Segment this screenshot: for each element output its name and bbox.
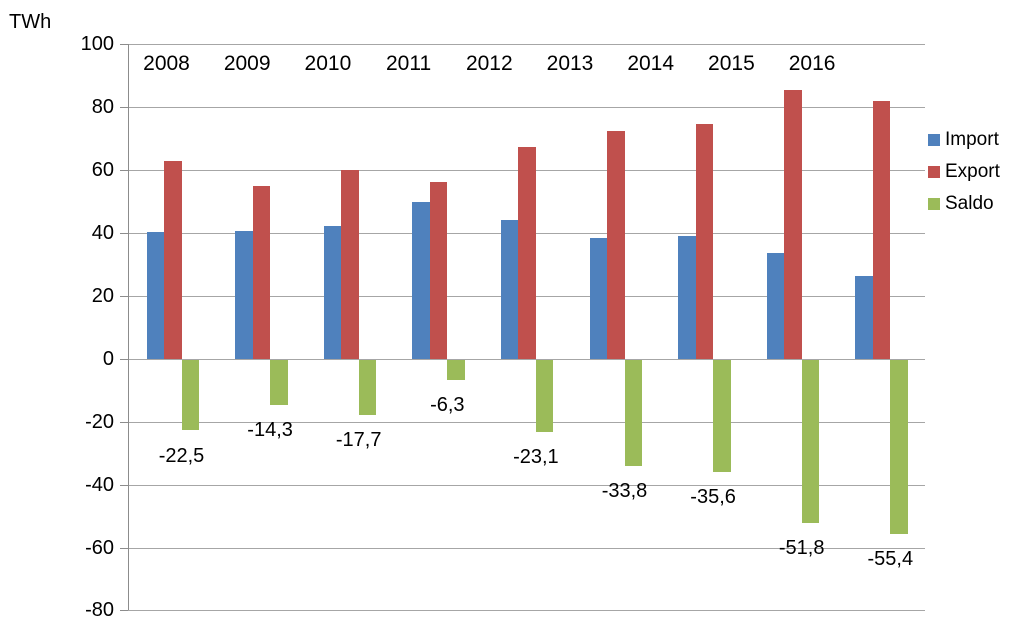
legend: Import Export Saldo — [928, 129, 1000, 226]
y-tick-label--20: -20 — [85, 410, 114, 433]
legend-swatch-import — [928, 134, 940, 146]
y-tick-mark-0 — [120, 358, 128, 360]
gridline-0 — [128, 358, 925, 360]
y-tick-mark-20 — [120, 295, 128, 297]
saldo-data-label-2016: -55,4 — [867, 548, 914, 571]
year-label-2008: 2008 — [143, 52, 190, 75]
bar-export-2008 — [164, 161, 182, 359]
y-tick-label--80: -80 — [85, 599, 114, 622]
y-tick-mark-80 — [120, 106, 128, 108]
bar-export-2014 — [695, 124, 714, 359]
bar-import-2015 — [766, 252, 785, 359]
bar-saldo-2011 — [447, 359, 465, 380]
year-label-2013: 2013 — [546, 52, 594, 75]
bar-import-2012 — [500, 219, 519, 359]
gridline--60 — [128, 547, 925, 549]
bar-import-2014 — [678, 236, 696, 359]
legend-label-export: Export — [945, 161, 1000, 182]
year-label-2012: 2012 — [465, 52, 513, 75]
gridline--80 — [128, 610, 925, 612]
y-tick-mark-60 — [120, 169, 128, 171]
gridline-80 — [128, 106, 925, 108]
legend-swatch-export — [928, 166, 940, 178]
bar-export-2013 — [607, 131, 625, 359]
legend-swatch-saldo — [928, 198, 940, 210]
y-axis-line — [128, 44, 129, 611]
gridline--40 — [128, 484, 925, 486]
bar-saldo-2014 — [713, 359, 731, 472]
y-tick-label-20: 20 — [91, 284, 114, 307]
bar-saldo-2015 — [801, 359, 820, 523]
legend-item-saldo: Saldo — [928, 193, 1000, 214]
bar-export-2010 — [341, 170, 359, 359]
bar-export-2016 — [872, 101, 891, 359]
saldo-data-label-2009: -14,3 — [247, 418, 293, 441]
bar-export-2015 — [784, 89, 802, 359]
y-tick-label-0: 0 — [102, 347, 114, 370]
y-tick-label-100: 100 — [80, 33, 114, 55]
saldo-data-label-2008: -22,5 — [158, 444, 205, 467]
bar-import-2010 — [323, 225, 342, 359]
year-label-2015: 2015 — [708, 52, 755, 75]
y-tick-mark-40 — [120, 232, 128, 234]
bar-import-2016 — [855, 275, 873, 359]
y-tick-mark--60 — [120, 547, 128, 549]
y-tick-mark--80 — [120, 610, 128, 612]
saldo-data-label-2013: -33,8 — [601, 480, 648, 503]
gridline-100 — [128, 44, 925, 45]
year-label-2014: 2014 — [627, 52, 675, 75]
bar-import-2008 — [146, 232, 164, 359]
bar-saldo-2008 — [181, 359, 199, 431]
bar-export-2009 — [252, 185, 271, 359]
y-tick-label-60: 60 — [91, 158, 114, 181]
y-tick-label-40: 40 — [91, 221, 114, 244]
saldo-data-label-2014: -35,6 — [690, 485, 736, 508]
y-tick-label--40: -40 — [85, 473, 114, 496]
year-label-2009: 2009 — [223, 52, 271, 75]
bar-saldo-2013 — [624, 359, 642, 467]
bar-import-2009 — [235, 230, 253, 359]
bar-import-2013 — [589, 237, 607, 359]
year-label-2011: 2011 — [386, 52, 432, 75]
saldo-data-label-2015: -51,8 — [778, 536, 825, 559]
y-tick-mark--20 — [120, 421, 128, 423]
legend-item-import: Import — [928, 129, 1000, 150]
gridline--20 — [128, 421, 925, 423]
y-tick-mark-100 — [120, 44, 128, 45]
year-label-2016: 2016 — [788, 52, 836, 75]
bar-saldo-2012 — [535, 359, 554, 433]
legend-label-saldo: Saldo — [945, 193, 994, 214]
saldo-data-label-2012: -23,1 — [513, 446, 559, 469]
legend-label-import: Import — [945, 129, 999, 150]
y-tick-mark--40 — [120, 484, 128, 486]
y-tick-label-80: 80 — [91, 95, 114, 118]
bar-import-2011 — [412, 202, 430, 359]
bar-saldo-2009 — [270, 359, 288, 405]
y-axis-unit-label: TWh — [9, 11, 52, 33]
bar-export-2012 — [518, 146, 536, 359]
bar-saldo-2010 — [358, 359, 377, 416]
saldo-data-label-2010: -17,7 — [335, 429, 382, 452]
bar-saldo-2016 — [890, 359, 908, 535]
y-tick-label--60: -60 — [85, 536, 114, 559]
saldo-data-label-2011: -6,3 — [430, 393, 465, 416]
bar-export-2011 — [429, 182, 448, 359]
year-label-2010: 2010 — [304, 52, 352, 75]
legend-item-export: Export — [928, 161, 1000, 182]
